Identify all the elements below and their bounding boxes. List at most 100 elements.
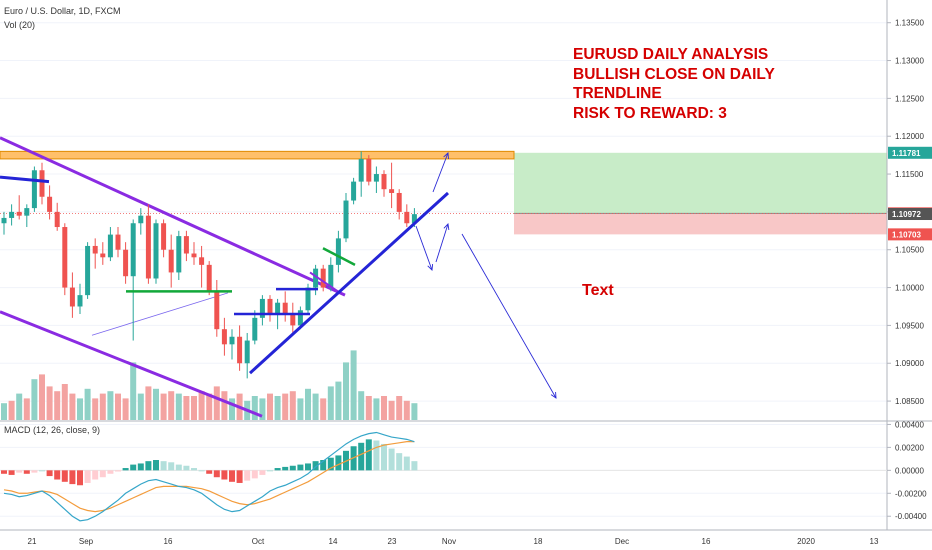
candle-body — [389, 189, 395, 193]
candle-body — [47, 196, 53, 212]
blue-uptrend-line[interactable] — [248, 191, 450, 375]
macd-histogram-bar — [160, 461, 167, 471]
macd-histogram-bar — [175, 464, 182, 471]
time-axis-label: Sep — [79, 537, 94, 546]
annotation-line: TRENDLINE — [573, 85, 662, 102]
blue-level-left[interactable] — [0, 175, 50, 184]
macd-histogram-bar — [206, 470, 213, 474]
volume-bar — [327, 386, 334, 420]
projection-arrow-target[interactable] — [461, 233, 557, 399]
price-tag[interactable] — [888, 228, 932, 241]
volume-bar — [312, 393, 319, 420]
resistance-zone[interactable] — [0, 150, 515, 160]
macd-histogram-bar — [358, 442, 365, 471]
analysis-annotation[interactable]: EURUSD DAILY ANALYSIS BULLISH CLOSE ON D… — [573, 45, 775, 123]
time-axis-label: 14 — [329, 537, 338, 546]
purple-short-line[interactable] — [309, 271, 341, 294]
candle-body — [358, 158, 364, 182]
candle-body — [343, 200, 349, 239]
volume-bar — [213, 386, 220, 420]
price-axis-label: 1.09500 — [895, 321, 924, 330]
price-axis-label: 1.10000 — [895, 284, 924, 293]
candle-body — [259, 298, 265, 318]
volume-bar — [396, 396, 403, 420]
price-tag-label: 1.11781 — [892, 149, 921, 158]
volume-bar — [69, 393, 76, 420]
volume-bar — [350, 350, 357, 420]
volume-bar — [282, 393, 289, 420]
volume-bar — [77, 398, 83, 420]
volume-bar — [198, 391, 205, 420]
text-annotation[interactable]: Text — [582, 282, 614, 299]
projection-arrow-up[interactable] — [432, 152, 449, 193]
macd-histogram-bar — [274, 468, 281, 471]
macd-histogram-bar — [388, 448, 395, 471]
time-axis-label: 13 — [870, 537, 879, 546]
volume-bar — [92, 398, 99, 420]
macd-histogram-bar — [244, 470, 251, 481]
candle-body — [138, 215, 144, 224]
price-tag-label: 1.10972 — [892, 210, 921, 219]
volume-bar — [305, 388, 311, 420]
candle-body — [77, 295, 83, 307]
projection-arrow-down[interactable] — [415, 225, 433, 271]
candle-body — [69, 287, 75, 307]
volume-bar — [39, 374, 45, 420]
candle-body — [290, 314, 296, 326]
candle-body — [145, 215, 151, 279]
green-pennant-line[interactable] — [322, 247, 356, 266]
macd-histogram-bar — [289, 465, 296, 471]
macd-histogram-bar — [99, 470, 106, 478]
volume-bar — [267, 393, 273, 420]
candle-body — [275, 302, 281, 315]
projection-arrow-retest[interactable] — [435, 223, 449, 263]
price-tag[interactable] — [888, 208, 932, 221]
macd-histogram-bar — [297, 464, 304, 471]
time-axis-label: 23 — [388, 537, 397, 546]
macd-histogram-bar — [259, 470, 266, 475]
time-axis-label: 21 — [28, 537, 37, 546]
macd-histogram-bar — [130, 464, 137, 471]
price-axis-label: 1.09000 — [895, 359, 924, 368]
price-tag-label: 1.10703 — [892, 230, 921, 239]
stop-zone[interactable] — [514, 213, 887, 235]
target-zone[interactable] — [514, 152, 887, 214]
volume-bar — [31, 379, 38, 420]
candle-body — [85, 245, 91, 296]
candle-body — [1, 217, 7, 224]
purple-trendline-lower[interactable] — [0, 310, 263, 418]
volume-bar — [221, 391, 228, 420]
candle-body — [396, 192, 402, 212]
macd-histogram-bar — [92, 470, 99, 480]
macd-histogram-bar — [23, 470, 30, 474]
candle-body — [183, 236, 189, 254]
purple-trendline-upper[interactable] — [0, 136, 346, 297]
thin-trendline[interactable] — [91, 292, 229, 336]
volume-indicator-label: Vol (20) — [4, 20, 36, 30]
macd-histogram-bar — [153, 460, 159, 471]
macd-histogram-bar — [122, 468, 129, 471]
candle-body — [267, 298, 273, 315]
macd-histogram-bar — [403, 456, 410, 471]
macd-histogram-bar — [251, 470, 258, 479]
candle-body — [39, 170, 45, 197]
candle-body — [221, 329, 227, 345]
candle-body — [214, 291, 220, 330]
macd-histogram-bar — [107, 470, 114, 474]
candle-body — [130, 223, 136, 277]
volume-bar — [137, 393, 144, 420]
candle-body — [153, 223, 159, 279]
macd-histogram-bar — [327, 457, 334, 471]
macd-histogram-bar — [1, 470, 7, 474]
volume-bar — [84, 388, 91, 420]
macd-axis-label: 0.00200 — [895, 443, 924, 452]
macd-axis-label: -0.00400 — [895, 512, 927, 521]
macd-histogram-bar — [312, 461, 319, 471]
projection-arrow-retest-head — [443, 223, 450, 231]
macd-histogram-bar — [168, 462, 175, 471]
volume-bar — [23, 398, 30, 420]
price-tag[interactable] — [888, 146, 932, 159]
macd-axis-label: -0.00200 — [895, 489, 927, 498]
